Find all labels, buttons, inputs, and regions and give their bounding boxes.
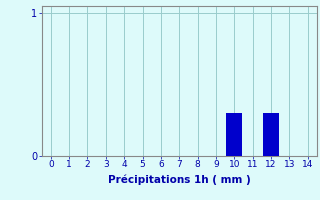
Bar xyxy=(227,113,242,156)
X-axis label: Précipitations 1h ( mm ): Précipitations 1h ( mm ) xyxy=(108,175,251,185)
Bar xyxy=(263,113,279,156)
